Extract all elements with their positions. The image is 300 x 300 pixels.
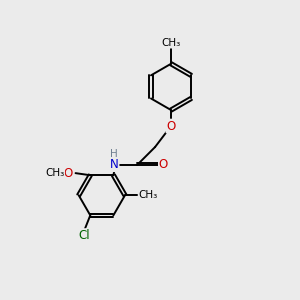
- Text: CH₃: CH₃: [139, 190, 158, 200]
- Text: O: O: [159, 158, 168, 171]
- Text: CH₃: CH₃: [161, 38, 181, 48]
- Text: O: O: [64, 167, 73, 180]
- Text: O: O: [167, 119, 176, 133]
- Text: H: H: [110, 149, 118, 159]
- Text: N: N: [110, 158, 118, 171]
- Text: Cl: Cl: [78, 229, 90, 242]
- Text: CH₃: CH₃: [45, 168, 64, 178]
